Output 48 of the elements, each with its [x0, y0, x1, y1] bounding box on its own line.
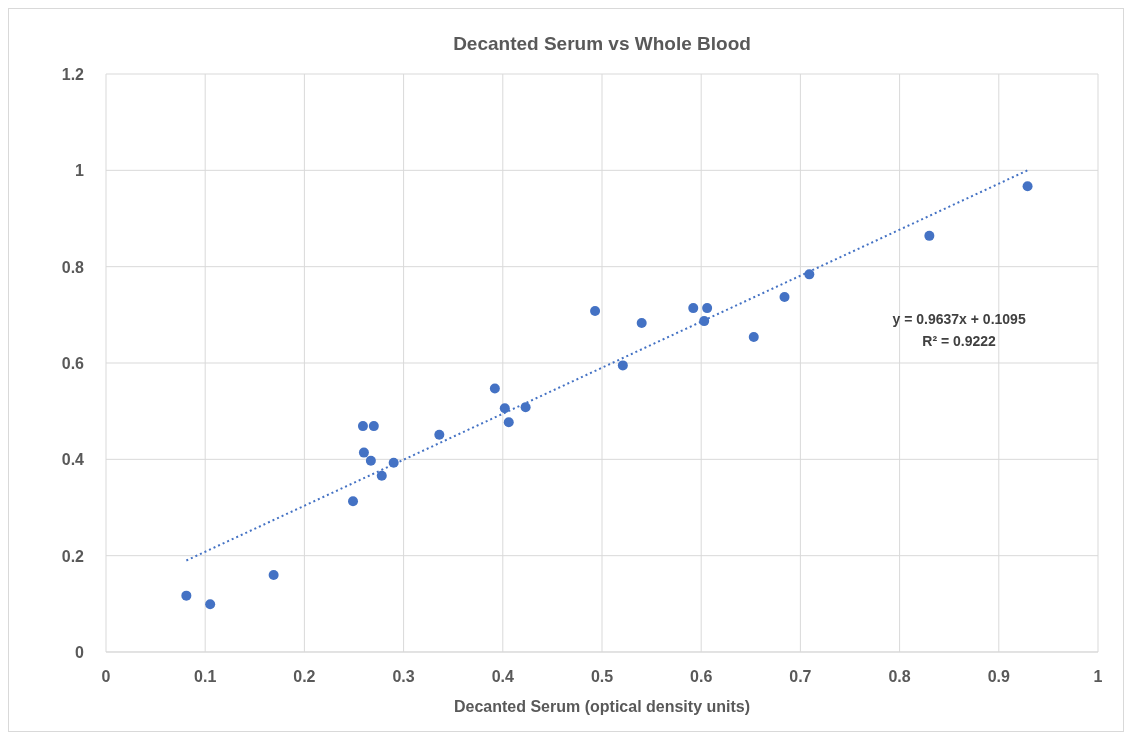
y-tick-label: 0.8 — [61, 258, 85, 276]
x-tick-label: 0.5 — [590, 668, 614, 685]
point — [779, 292, 790, 303]
point — [499, 403, 510, 414]
point — [376, 470, 387, 481]
x-tick-label: 0.2 — [293, 668, 316, 685]
x-tick-label: 0 — [101, 668, 111, 685]
annotation: R² = 0.9222 — [922, 333, 997, 350]
point — [357, 421, 368, 432]
y-tick-label: 0.6 — [61, 355, 85, 372]
y-tick-label: 0.4 — [61, 451, 85, 469]
point — [804, 269, 815, 280]
point — [688, 303, 699, 314]
point — [924, 230, 935, 241]
chart-title: Decanted Serum vs Whole Blood — [453, 33, 751, 54]
x-tick-label: 0.7 — [789, 668, 812, 685]
y-tick-label: 1 — [75, 162, 85, 180]
x-tick-label: 0.9 — [987, 668, 1011, 685]
point — [520, 402, 531, 413]
x-tick-label: 0.4 — [491, 668, 515, 685]
x-tick-label: 1 — [1093, 668, 1103, 685]
point — [503, 417, 514, 428]
point — [617, 360, 628, 371]
point — [699, 316, 710, 327]
y-tick-label: 0.2 — [61, 547, 85, 565]
x-axis-title: Decanted Serum (optical density units) — [453, 698, 751, 715]
annotation: y = 0.9637x + 0.1095 — [892, 311, 1026, 328]
y-tick-label: 0 — [75, 644, 85, 661]
point — [268, 569, 279, 580]
point — [348, 496, 359, 507]
point — [702, 303, 713, 314]
point — [368, 421, 379, 432]
point — [590, 305, 601, 316]
x-tick-label: 0.1 — [194, 668, 217, 685]
point — [181, 590, 192, 601]
point — [636, 318, 647, 329]
point — [748, 331, 759, 342]
point — [205, 599, 216, 610]
y-tick-label: 1.2 — [61, 66, 85, 83]
x-tick-label: 0.3 — [392, 668, 415, 685]
point — [388, 457, 399, 468]
x-tick-label: 0.6 — [690, 668, 713, 685]
point — [365, 455, 376, 466]
point — [434, 429, 445, 440]
x-tick-label: 0.8 — [888, 668, 911, 685]
point — [1022, 181, 1033, 192]
point — [358, 447, 369, 458]
point — [489, 383, 500, 394]
